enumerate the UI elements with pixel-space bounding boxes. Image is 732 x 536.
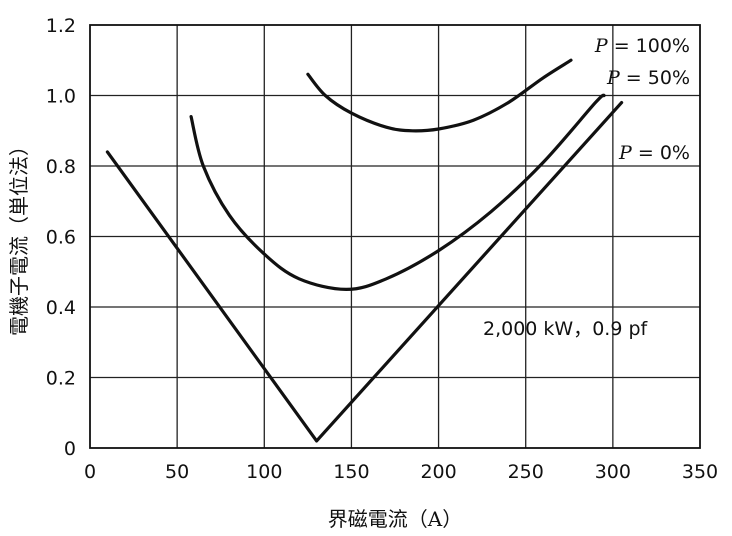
- x-tick-label: 200: [420, 461, 456, 483]
- x-tick-label: 0: [84, 461, 96, 483]
- series-line-1: [306, 58, 573, 133]
- annotation-text: 2,000 kW，0.9 pf: [483, 318, 649, 340]
- y-tick-label: 1.0: [46, 86, 76, 108]
- x-tick-label: 150: [333, 461, 369, 483]
- plot-frame: [89, 24, 701, 449]
- y-tick-label: 1.2: [46, 15, 76, 37]
- x-tick-label: 350: [682, 461, 718, 483]
- y-tick-label: 0: [64, 438, 76, 460]
- y-tick-label: 0.2: [46, 368, 76, 390]
- tick-labels: 0 50 100 150 200 250 300 350 0 0.2 0.4 0.6 0.8 1.0 1.2: [46, 15, 718, 483]
- series-label-3: P = 0%: [618, 142, 690, 164]
- x-tick-label: 50: [165, 461, 189, 483]
- y-tick-label: 0.8: [46, 156, 76, 178]
- y-tick-label: 0.4: [46, 297, 76, 319]
- series-label-2: P = 50%: [606, 67, 690, 89]
- y-axis-label: 電機子電流（単位法）: [7, 136, 31, 336]
- y-tick-label: 0.6: [46, 227, 76, 249]
- series-label-1: P = 100%: [594, 35, 690, 57]
- series-line-3: [105, 101, 624, 443]
- series-line-2: [189, 93, 606, 291]
- series-labels: P = 100% P = 50% P = 0%: [594, 35, 690, 164]
- x-axis-label: 界磁電流（A）: [328, 507, 462, 531]
- x-tick-label: 300: [595, 461, 631, 483]
- curves: [105, 58, 624, 443]
- grid: [90, 25, 700, 448]
- x-tick-label: 250: [508, 461, 544, 483]
- x-tick-label: 100: [246, 461, 282, 483]
